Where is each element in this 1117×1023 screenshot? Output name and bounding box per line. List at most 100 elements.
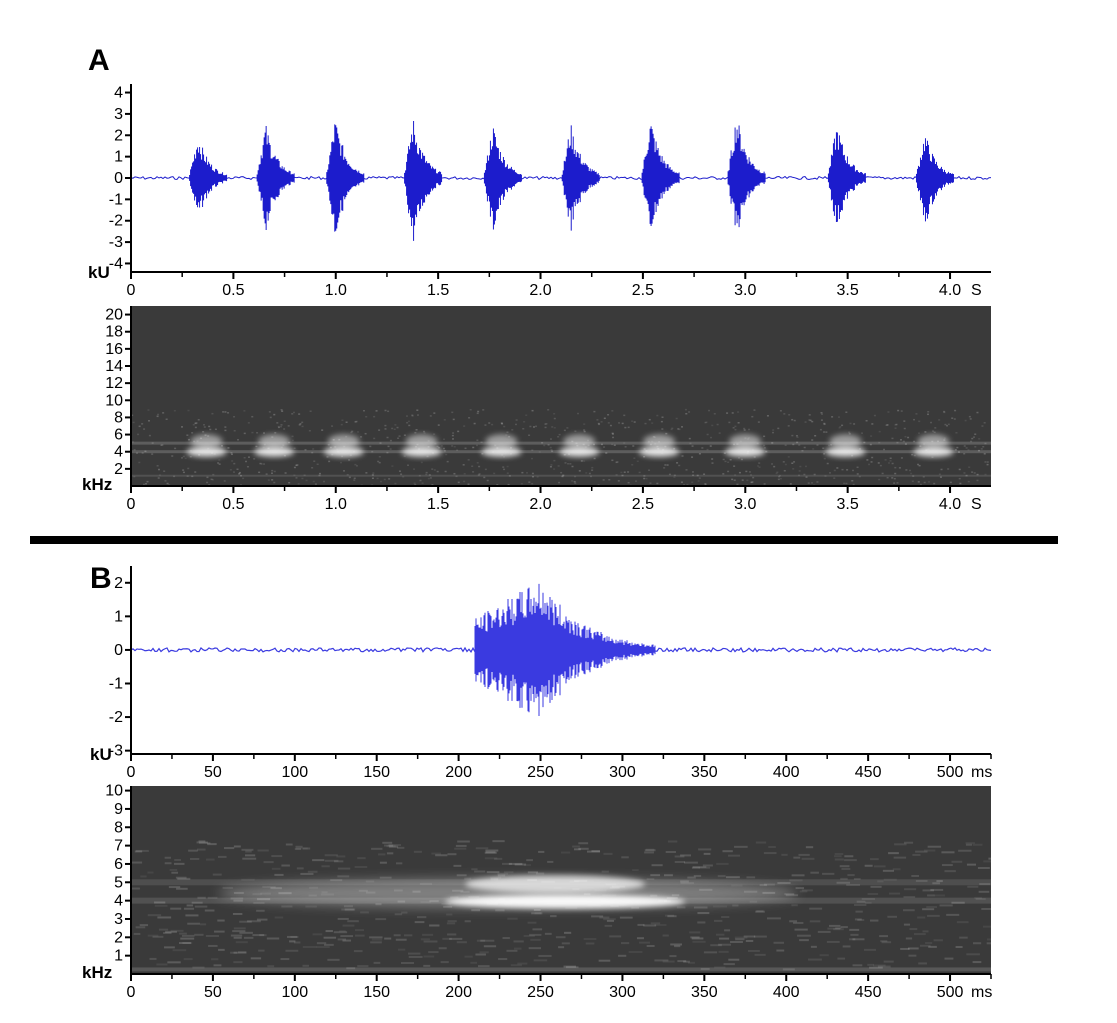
panel-a-waveform-pulse [727, 125, 766, 228]
panel-b-spectrogram-noise [530, 938, 541, 941]
panel-a-spectrogram-noise [203, 426, 206, 428]
panel-a-spectrogram-noise [407, 464, 410, 466]
panel-a-spectrogram-noise [878, 478, 881, 481]
panel-a-spectrogram-noise [736, 483, 739, 486]
panel-a-spectrogram-noise [583, 423, 586, 425]
panel-b-spectrogram-noise [198, 840, 206, 843]
panel-a-spectrogram-noise [304, 449, 307, 451]
panel-b-spectrogram-noise [721, 916, 730, 919]
panel-a-spectrogram-noise [592, 443, 595, 446]
panel-a-waveform-pulse [483, 128, 522, 230]
panel-b-spectrogram-y-tick-label: 8 [114, 819, 123, 836]
panel-a-spectrogram-noise [792, 468, 795, 470]
panel-a-spectrogram-noise [670, 428, 673, 431]
panel-b-spectrogram-low-band [131, 967, 991, 972]
panel-a-spectrogram-noise [913, 440, 916, 443]
panel-b-spectrogram-noise [296, 867, 304, 870]
panel-a-spectrogram-noise [202, 431, 205, 433]
panel-b-spectrogram-noise [483, 945, 497, 948]
panel-a-spectrogram-noise [295, 477, 298, 479]
panel-a-spectrogram-pulse-4khz [639, 446, 680, 457]
panel-b-spectrogram-noise [936, 880, 943, 883]
panel-b-spectrogram-noise [864, 901, 872, 904]
panel-a-spectrogram-noise [535, 425, 538, 428]
panel-a-waveform-x-tick-label: 0 [127, 282, 136, 299]
panel-a-spectrogram-noise [729, 458, 732, 461]
panel-b-spectrogram-noise [163, 931, 172, 934]
panel-a-spectrogram-noise [796, 441, 799, 444]
panel-b-spectrogram-noise [768, 846, 776, 849]
panel-a-spectrogram-noise [373, 437, 376, 440]
panel-a-spectrogram-noise [437, 424, 440, 426]
panel-b-spectrogram-noise [628, 950, 643, 953]
panel-a-spectrogram-noise [231, 460, 234, 462]
panel-a-spectrogram-noise [772, 429, 775, 431]
panel-a-spectrogram-noise [877, 462, 880, 464]
panel-b-spectrogram-noise [167, 961, 181, 964]
panel-b-spectrogram-noise [471, 868, 478, 871]
panel-a-spectrogram-noise [378, 429, 381, 431]
panel-b-spectrogram-noise [880, 940, 888, 943]
panel-a-spectrogram-noise [528, 481, 531, 483]
panel-a-spectrogram-noise [900, 410, 903, 412]
panel-b-spectrogram-noise [974, 896, 982, 899]
panel-b-spectrogram-noise [388, 845, 399, 848]
panel-b-spectrogram-noise [959, 936, 968, 939]
panel-b-spectrogram-noise [337, 938, 347, 941]
panel-a-spectrogram-x-tick-label: 4.0 [939, 496, 961, 513]
panel-b-spectrogram-noise [230, 951, 238, 954]
panel-a-spectrogram-noise [851, 479, 854, 482]
panel-b-spectrogram-noise [528, 947, 541, 950]
panel-a-spectrogram-noise [943, 411, 946, 414]
panel-a-spectrogram-noise [751, 481, 754, 483]
panel-a-spectrogram-noise [276, 422, 279, 424]
panel-b-spectrogram-y-tick-label: 5 [114, 874, 123, 891]
panel-b-spectrogram-noise [867, 892, 879, 895]
panel-a-spectrogram-noise [469, 408, 472, 411]
panel-b-spectrogram-noise [527, 921, 537, 924]
panel-b-spectrogram-noise [877, 880, 884, 883]
panel-b-spectrogram-noise [400, 961, 415, 964]
panel-a-spectrogram-noise [743, 427, 746, 430]
panel-a-spectrogram-noise [420, 461, 423, 464]
panel-a-spectrogram-noise [708, 409, 711, 412]
panel-a-spectrogram-noise [339, 461, 342, 464]
panel-b-spectrogram-noise [932, 882, 940, 885]
panel-a-spectrogram-noise [280, 424, 283, 426]
panel-a-spectrogram-y-tick-label: 16 [105, 341, 123, 358]
panel-a-spectrogram-y-tick-label: 8 [114, 409, 123, 426]
panel-a-spectrogram-noise [230, 452, 233, 454]
panel-a-spectrogram-noise [758, 462, 761, 464]
panel-b-spectrogram-noise [683, 960, 690, 963]
panel-b-spectrogram-noise [267, 965, 275, 968]
panel-b-spectrogram-noise [834, 858, 844, 861]
panel-a-spectrogram-noise [131, 441, 134, 443]
panel-a-spectrogram-noise [323, 480, 326, 483]
panel-b-spectrogram-noise [676, 906, 686, 909]
panel-a-spectrogram-noise [553, 412, 556, 415]
panel-a-spectrogram-noise [798, 470, 801, 472]
panel-b-spectrogram-noise [702, 864, 713, 867]
panel-b-spectrogram-noise [620, 942, 630, 945]
panel-a-waveform-pulse [189, 147, 228, 208]
panel-a-spectrogram-noise [907, 436, 910, 439]
panel-b-spectrogram-noise [939, 904, 953, 907]
panel-b-spectrogram-noise [204, 909, 215, 912]
panel-a-spectrogram-noise [956, 446, 959, 449]
panel-b-spectrogram-noise [810, 945, 817, 948]
panel-b-spectrogram-x-tick-label: 250 [527, 984, 554, 1001]
panel-a-spectrogram-noise [321, 429, 324, 431]
panel-b-spectrogram-noise [205, 934, 219, 937]
panel-a-spectrogram-noise [636, 460, 639, 463]
panel-a-spectrogram-background [131, 306, 991, 486]
panel-b-spectrogram-noise [164, 862, 172, 865]
panel-a-spectrogram-noise [371, 477, 374, 480]
panel-b-spectrogram-noise [870, 885, 882, 888]
panel-a-spectrogram-noise [947, 468, 950, 470]
panel-b-spectrogram-noise [196, 841, 208, 844]
panel-b-spectrogram-noise [212, 873, 222, 876]
panel-a-spectrogram-noise [157, 413, 160, 416]
panel-b-spectrogram-noise [563, 965, 576, 968]
panel-b-spectrogram-noise [867, 963, 874, 966]
panel-a-spectrogram-noise [897, 409, 900, 412]
